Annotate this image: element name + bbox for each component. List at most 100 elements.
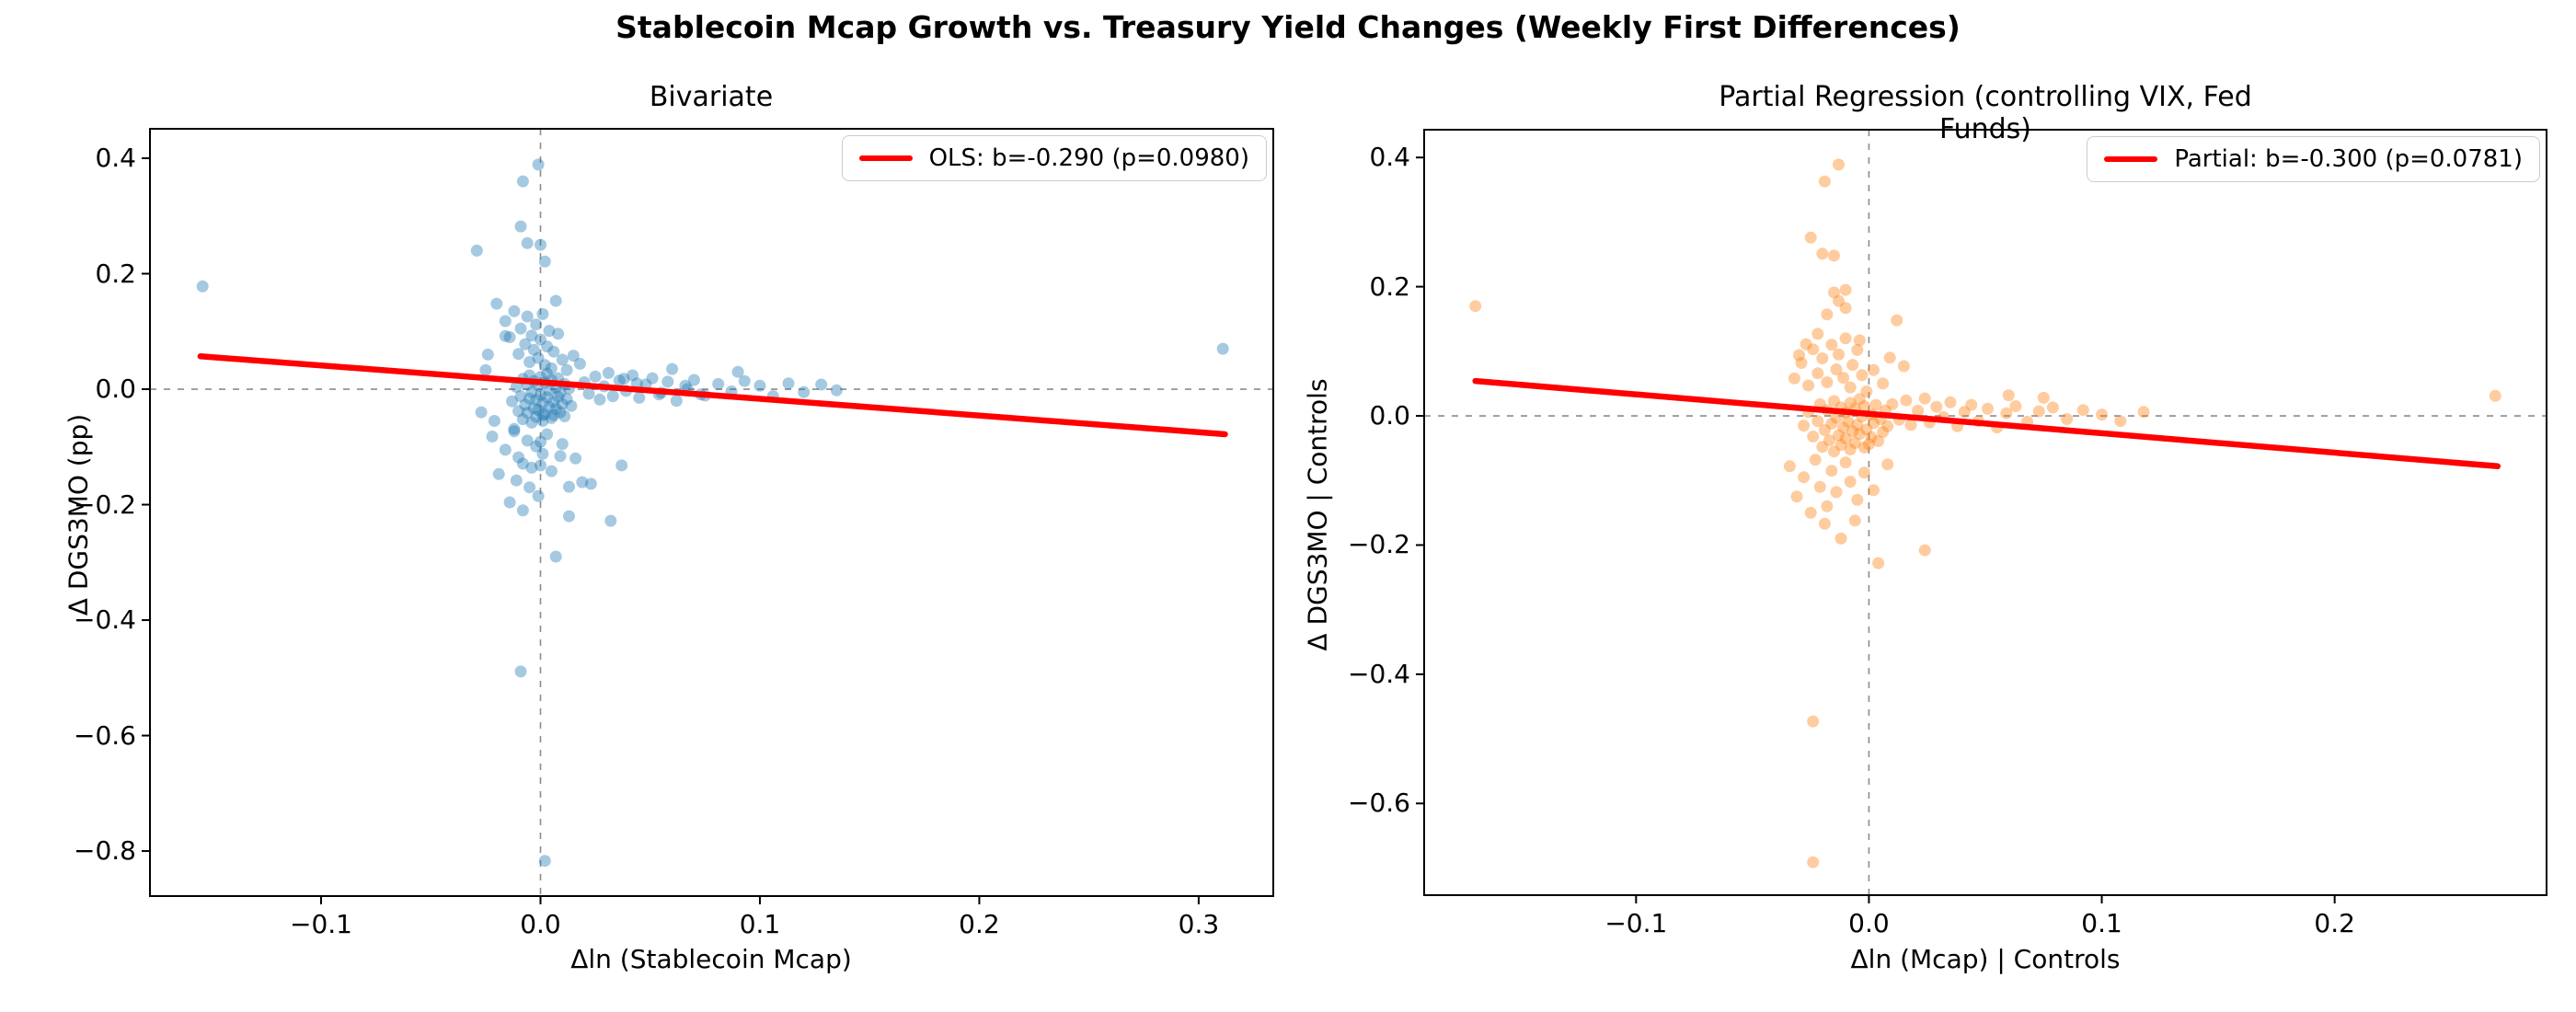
scatter-point xyxy=(538,408,551,420)
scatter-point xyxy=(514,322,527,335)
scatter-point xyxy=(1818,517,1831,530)
scatter-point xyxy=(541,391,554,404)
scatter-point xyxy=(1830,411,1843,424)
scatter-point xyxy=(1813,480,1826,493)
scatter-point xyxy=(479,363,492,376)
scatter-point xyxy=(535,388,546,401)
scatter-point xyxy=(1798,420,1811,432)
scatter-point xyxy=(1857,400,1870,412)
axes-frame-1 xyxy=(1423,129,2547,896)
scatter-point xyxy=(523,392,536,405)
scatter-point xyxy=(1816,352,1829,364)
scatter-point xyxy=(2061,413,2074,425)
scatter-point xyxy=(490,297,503,310)
scatter-point xyxy=(584,477,597,490)
scatter-point xyxy=(536,307,549,320)
y-tick-label: −0.6 xyxy=(1348,788,1410,819)
scatter-point xyxy=(1823,434,1835,447)
x-tick-label: 0.1 xyxy=(739,909,781,939)
scatter-point xyxy=(538,359,551,372)
scatter-point xyxy=(1833,429,1845,442)
scatter-point xyxy=(1816,441,1829,454)
scatter-point xyxy=(604,514,617,527)
ols-line-swatch xyxy=(858,155,913,161)
scatter-point xyxy=(1868,417,1880,430)
scatter-point xyxy=(1828,445,1840,458)
x-tick-label: 0.0 xyxy=(520,909,561,939)
scatter-point xyxy=(1982,402,1994,415)
scatter-point xyxy=(1844,476,1857,489)
scatter-point xyxy=(1807,715,1820,728)
scatter-point xyxy=(1828,249,1840,262)
scatter-point xyxy=(532,351,545,364)
scatter-point xyxy=(535,238,546,251)
scatter-point xyxy=(1860,423,1873,436)
scatter-point xyxy=(593,393,606,406)
scatter-point xyxy=(1877,377,1890,390)
scatter-point xyxy=(1872,434,1885,447)
scatter-point xyxy=(1886,397,1899,410)
scatter-point xyxy=(554,450,567,463)
scatter-point xyxy=(1828,395,1840,408)
scatter-point xyxy=(556,438,569,451)
scatter-point xyxy=(1912,404,1925,417)
scatter-point xyxy=(532,404,545,417)
scatter-point xyxy=(2046,401,2059,414)
scatter-point xyxy=(470,244,483,257)
scatter-point xyxy=(646,372,659,385)
scatter-point xyxy=(519,398,532,411)
scatter-point xyxy=(633,391,646,404)
scatter-point xyxy=(535,459,546,472)
scatter-point xyxy=(527,343,540,356)
scatter-point xyxy=(1865,431,1878,443)
scatter-point xyxy=(538,255,551,268)
left-legend: OLS: b=-0.290 (p=0.0980) xyxy=(841,135,1267,181)
scatter-point xyxy=(627,369,639,382)
scatter-point xyxy=(1830,363,1843,375)
scatter-point xyxy=(1807,856,1820,868)
scatter-point xyxy=(536,397,549,409)
scatter-point xyxy=(1216,342,1229,355)
scatter-point xyxy=(1834,532,1847,545)
scatter-point xyxy=(1469,300,1482,313)
scatter-point xyxy=(582,387,595,400)
scatter-point xyxy=(753,379,766,392)
scatter-point xyxy=(530,318,543,331)
scatter-point xyxy=(508,305,521,317)
scatter-point xyxy=(558,410,571,422)
scatter-point xyxy=(552,328,565,340)
scatter-point xyxy=(1856,369,1869,382)
scatter-point xyxy=(508,422,521,435)
scatter-point xyxy=(1804,231,1817,244)
scatter-point xyxy=(1818,175,1831,188)
scatter-point xyxy=(516,413,529,426)
scatter-point xyxy=(492,467,505,480)
scatter-point xyxy=(1868,484,1880,497)
scatter-point xyxy=(1958,406,1971,419)
scatter-point xyxy=(1834,439,1847,452)
scatter-point xyxy=(530,410,543,423)
scatter-point xyxy=(523,481,536,494)
scatter-point xyxy=(563,480,575,493)
scatter-point xyxy=(545,465,558,477)
scatter-point xyxy=(541,367,554,380)
scatter-point xyxy=(738,374,751,387)
regression-line-1 xyxy=(1472,377,2501,470)
scatter-point xyxy=(506,395,518,408)
scatter-point xyxy=(1872,557,1885,569)
scatter-point xyxy=(1918,544,1931,557)
scatter-point xyxy=(516,457,529,470)
scatter-point xyxy=(499,315,512,328)
x-tick-label: −0.1 xyxy=(1604,908,1668,938)
y-tick-label: −0.6 xyxy=(74,719,136,751)
scatter-point xyxy=(1807,343,1820,356)
scatter-point xyxy=(1790,490,1803,503)
scatter-point xyxy=(525,385,538,398)
scatter-point xyxy=(1839,456,1852,469)
scatter-point xyxy=(516,175,529,188)
scatter-point xyxy=(1891,314,1903,327)
scatter-point xyxy=(499,329,512,342)
scatter-point xyxy=(1811,328,1824,340)
scatter-point xyxy=(1828,286,1840,299)
scatter-point xyxy=(514,220,527,233)
